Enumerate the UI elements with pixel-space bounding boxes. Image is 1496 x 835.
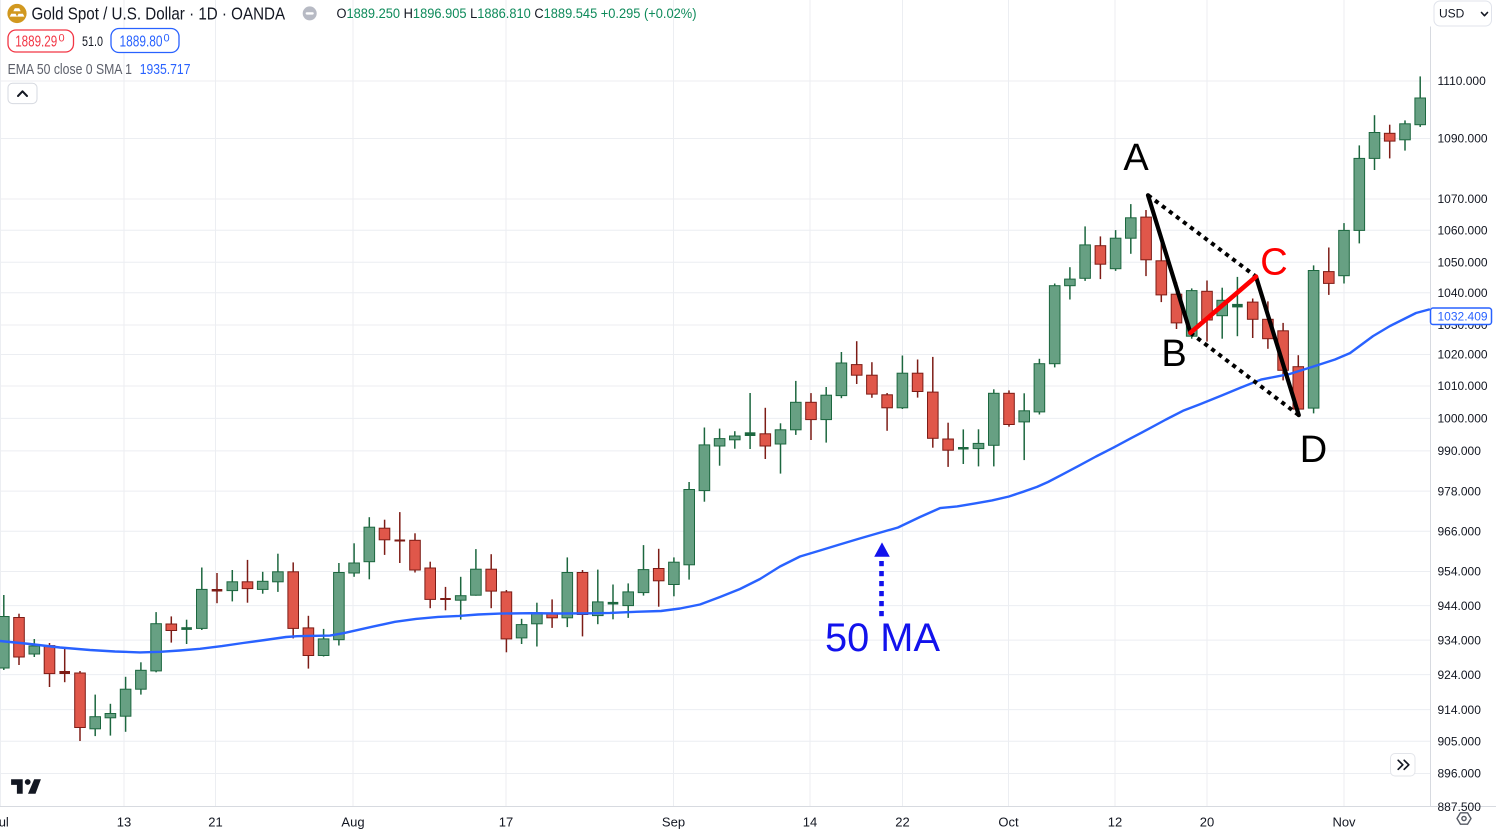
svg-text:1060.000: 1060.000 [1438, 224, 1488, 238]
svg-text:USD: USD [1439, 7, 1465, 21]
svg-text:Oct: Oct [998, 815, 1019, 830]
svg-text:50 MA: 50 MA [825, 616, 940, 660]
svg-text:914.000: 914.000 [1438, 703, 1482, 717]
svg-text:944.000: 944.000 [1438, 599, 1482, 613]
svg-text:896.000: 896.000 [1438, 767, 1482, 781]
svg-text:12: 12 [1108, 815, 1122, 830]
svg-text:990.000: 990.000 [1438, 444, 1482, 458]
svg-text:B: B [1161, 333, 1186, 375]
svg-text:13: 13 [117, 815, 131, 830]
svg-text:0: 0 [164, 33, 170, 45]
svg-text:A: A [1123, 137, 1149, 179]
svg-text:924.000: 924.000 [1438, 668, 1482, 682]
svg-text:1020.000: 1020.000 [1438, 348, 1488, 362]
svg-text:1050.000: 1050.000 [1438, 255, 1488, 269]
svg-text:22: 22 [895, 815, 909, 830]
svg-text:Sep: Sep [662, 815, 685, 830]
svg-text:Nov: Nov [1332, 815, 1356, 830]
svg-text:1090.000: 1090.000 [1438, 132, 1488, 146]
svg-text:966.000: 966.000 [1438, 525, 1482, 539]
svg-text:21: 21 [208, 815, 222, 830]
svg-text:D: D [1300, 429, 1327, 471]
svg-text:1110.000: 1110.000 [1438, 74, 1487, 88]
svg-text:Aug: Aug [341, 815, 364, 830]
svg-text:934.000: 934.000 [1438, 633, 1482, 647]
svg-text:954.000: 954.000 [1438, 565, 1482, 579]
svg-text:17: 17 [499, 815, 513, 830]
svg-text:C: C [1260, 242, 1287, 284]
svg-text:978.000: 978.000 [1438, 484, 1482, 498]
svg-text:1010.000: 1010.000 [1438, 379, 1488, 393]
svg-text:EMA 50 close 0 SMA 1: EMA 50 close 0 SMA 1 [8, 62, 132, 78]
svg-text:0: 0 [59, 33, 65, 45]
svg-text:887.500: 887.500 [1438, 800, 1482, 814]
svg-text:1935.717: 1935.717 [140, 61, 191, 78]
svg-text:1889.80: 1889.80 [120, 34, 163, 51]
svg-text:1070.000: 1070.000 [1438, 192, 1488, 206]
svg-text:51.0: 51.0 [82, 34, 103, 49]
svg-text:20: 20 [1200, 815, 1214, 830]
svg-text:O1889.250 H1896.905 L1886.810: O1889.250 H1896.905 L1886.810 C1889.545 … [337, 6, 697, 21]
svg-text:1000.000: 1000.000 [1438, 412, 1488, 426]
svg-text:1889.29: 1889.29 [15, 34, 57, 51]
svg-text:1040.000: 1040.000 [1438, 286, 1488, 300]
svg-text:Gold Spot / U.S. Dollar · 1D ·: Gold Spot / U.S. Dollar · 1D · OANDA [32, 4, 286, 24]
svg-text:Jul: Jul [0, 815, 9, 830]
svg-text:14: 14 [803, 815, 817, 830]
svg-text:1032.409: 1032.409 [1438, 310, 1488, 324]
svg-text:905.000: 905.000 [1438, 735, 1482, 749]
